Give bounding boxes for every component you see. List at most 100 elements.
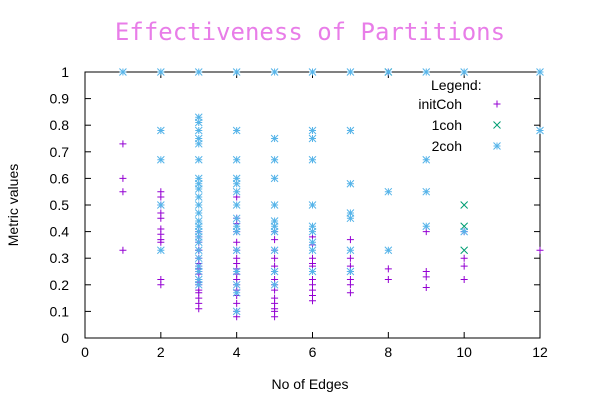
- data-point-2coh: [232, 174, 241, 183]
- data-point-2coh: [232, 288, 241, 297]
- data-point-2coh: [422, 187, 431, 196]
- data-point-initcoh: [422, 283, 430, 291]
- data-point-2coh: [232, 126, 241, 135]
- y-tick-label: 0.8: [50, 117, 70, 133]
- data-point-2coh: [346, 179, 355, 188]
- data-point-2coh: [194, 201, 203, 209]
- legend-title: Legend:: [431, 77, 482, 93]
- data-point-2coh: [194, 262, 203, 271]
- data-point-2coh: [270, 222, 279, 231]
- y-tick-label: 0.6: [50, 170, 70, 186]
- data-point-2coh: [308, 126, 317, 135]
- data-point-2coh: [194, 155, 203, 164]
- data-point-2coh: [346, 214, 355, 223]
- data-point-2coh: [232, 267, 241, 276]
- data-point-2coh: [270, 217, 279, 225]
- data-point-2coh: [194, 222, 203, 231]
- data-point-initcoh: [271, 254, 279, 262]
- x-tick-label: 4: [233, 344, 241, 360]
- data-point-initcoh: [384, 265, 392, 273]
- data-point-2coh: [346, 68, 355, 76]
- legend-label: 2coh: [432, 138, 462, 154]
- data-point-initcoh: [119, 174, 127, 182]
- data-point-initcoh: [119, 140, 127, 148]
- y-tick-label: 0.7: [50, 144, 70, 160]
- data-point-2coh: [232, 307, 241, 316]
- series-2coh: [119, 68, 544, 316]
- data-point-2coh: [232, 201, 241, 209]
- data-point-2coh: [308, 246, 317, 255]
- legend-marker-1coh: [493, 121, 501, 129]
- data-point-2coh: [270, 68, 279, 76]
- data-point-2coh: [308, 227, 317, 236]
- data-point-2coh: [156, 126, 165, 135]
- data-point-2coh: [308, 201, 317, 209]
- x-tick-label: 10: [456, 344, 472, 360]
- data-point-2coh: [232, 222, 241, 231]
- data-point-2coh: [460, 227, 469, 236]
- data-point-initcoh: [346, 236, 354, 244]
- data-point-2coh: [194, 227, 203, 236]
- data-point-2coh: [384, 68, 393, 76]
- data-point-initcoh: [157, 214, 165, 222]
- data-point-2coh: [536, 68, 544, 76]
- data-point-2coh: [232, 68, 241, 76]
- data-point-initcoh: [157, 238, 165, 246]
- data-point-2coh: [194, 113, 203, 122]
- legend-label: initCoh: [418, 96, 462, 112]
- data-point-2coh: [194, 246, 203, 255]
- data-point-initcoh: [119, 246, 127, 254]
- data-point-2coh: [232, 246, 241, 255]
- data-point-2coh: [270, 267, 279, 276]
- data-point-initcoh: [157, 193, 165, 201]
- data-point-2coh: [270, 280, 279, 289]
- data-point-initcoh: [119, 188, 127, 196]
- data-point-2coh: [194, 238, 203, 247]
- x-axis-label: No of Edges: [271, 376, 348, 392]
- data-point-2coh: [270, 227, 279, 236]
- data-point-2coh: [194, 193, 203, 201]
- data-point-2coh: [194, 275, 203, 284]
- y-tick-label: 0: [61, 330, 69, 346]
- data-point-2coh: [346, 209, 355, 217]
- y-tick-label: 0.1: [50, 303, 70, 319]
- data-point-initcoh: [384, 275, 392, 283]
- data-point-initcoh: [460, 254, 468, 262]
- data-point-2coh: [346, 246, 355, 255]
- data-point-2coh: [194, 267, 203, 276]
- y-tick-label: 1: [61, 64, 69, 80]
- chart-title: Effectiveness of Partitions: [115, 18, 505, 46]
- data-point-2coh: [232, 187, 241, 196]
- data-point-2coh: [156, 155, 165, 164]
- data-point-2coh: [194, 217, 203, 225]
- data-point-initcoh: [346, 281, 354, 289]
- data-point-initcoh: [195, 305, 203, 313]
- data-point-2coh: [232, 280, 241, 289]
- data-point-2coh: [308, 68, 317, 76]
- data-point-2coh: [194, 174, 203, 183]
- data-point-2coh: [270, 134, 279, 143]
- data-point-initcoh: [460, 275, 468, 283]
- legend-marker-2coh: [493, 142, 501, 150]
- data-point-2coh: [384, 187, 393, 196]
- data-point-2coh: [194, 233, 203, 241]
- data-point-1coh: [460, 201, 469, 209]
- x-tick-label: 0: [81, 344, 89, 360]
- data-point-2coh: [308, 134, 317, 143]
- series-initcoh: [119, 68, 544, 321]
- data-point-2coh: [422, 155, 431, 164]
- x-tick-label: 6: [309, 344, 317, 360]
- data-point-initcoh: [346, 289, 354, 297]
- data-point-2coh: [119, 68, 127, 76]
- data-point-2coh: [232, 214, 241, 223]
- data-point-2coh: [194, 118, 203, 127]
- data-point-2coh: [156, 201, 165, 209]
- y-tick-label: 0.9: [50, 91, 70, 107]
- y-axis-label: Metric values: [5, 164, 21, 246]
- data-point-2coh: [308, 222, 317, 231]
- data-point-2coh: [194, 126, 203, 135]
- data-point-2coh: [232, 179, 241, 188]
- data-point-initcoh: [422, 273, 430, 281]
- y-tick-label: 0.5: [50, 197, 70, 213]
